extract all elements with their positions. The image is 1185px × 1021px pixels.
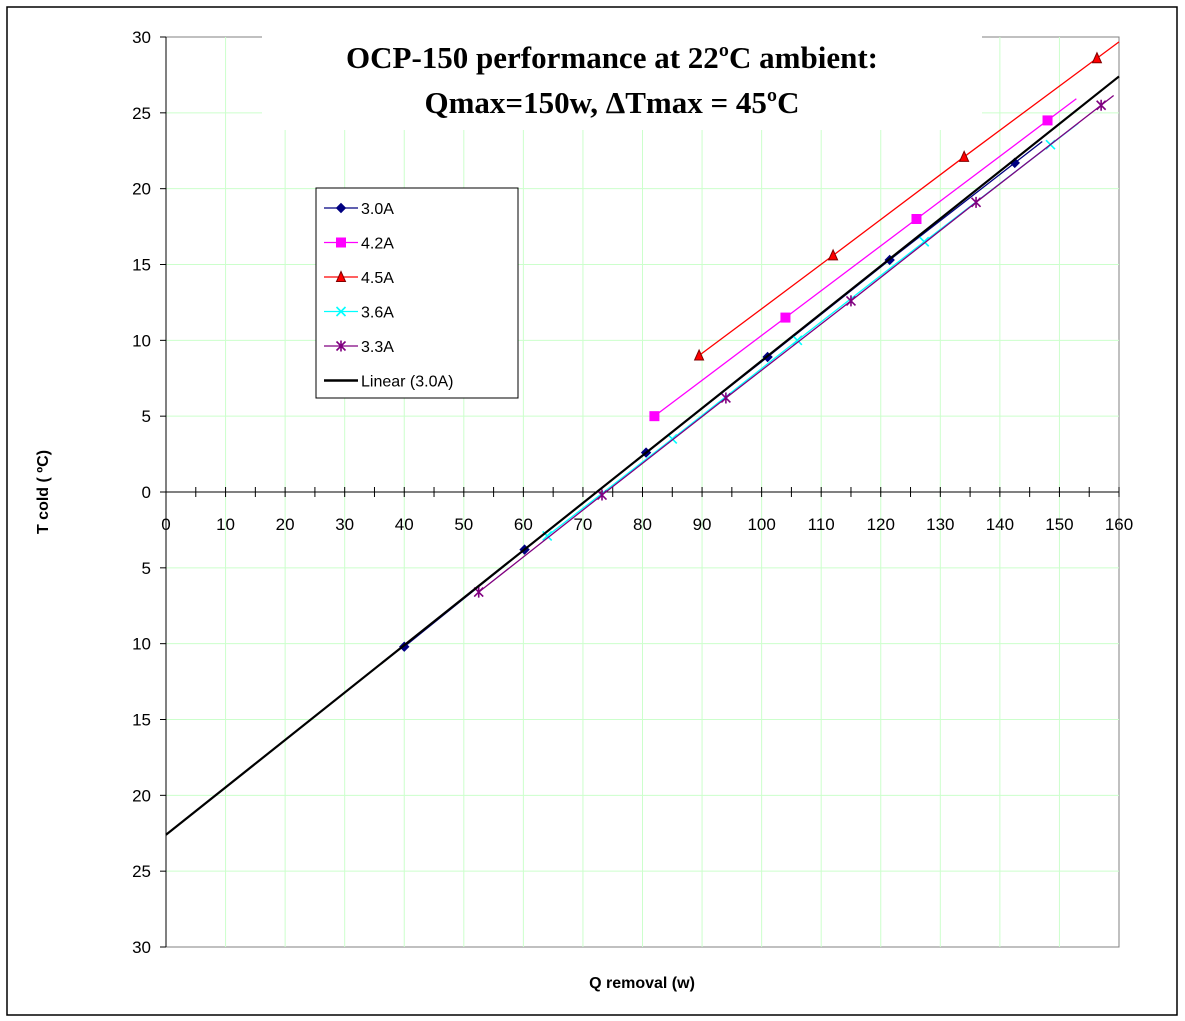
y-tick-label: 20	[132, 786, 151, 805]
legend-items: 3.0A 4.2A 4.5A 3.6A 3.3A Linear (3.0A)	[324, 201, 454, 391]
legend-box	[315, 187, 519, 399]
data-point	[827, 248, 839, 261]
series-layer	[165, 41, 1120, 836]
data-point	[720, 392, 731, 404]
y-tick-label: 25	[132, 862, 151, 881]
legend-item: 4.5A	[324, 270, 394, 287]
axes: 0 10 20 30 40 50 60 70 80 90 100 110 120 130 140 150 160…	[132, 28, 1133, 957]
legend-label: 3.6A	[361, 305, 394, 322]
x-tick-label: 90	[693, 515, 712, 534]
x-tick-label: 160	[1105, 515, 1133, 534]
data-point	[792, 335, 803, 346]
chart-title-line2: Qmax=150w, ΔTmax = 45ºC	[425, 85, 800, 120]
x-tick-label: 110	[808, 515, 835, 534]
x-tick-label: 140	[986, 515, 1014, 534]
chart-title-line1: OCP-150 performance at 22ºC ambient:	[346, 40, 878, 75]
x-tick-label: 20	[276, 515, 295, 534]
data-point	[596, 489, 608, 501]
legend-item: 3.6A	[324, 305, 394, 322]
legend-label: 4.2A	[361, 236, 394, 253]
x-tick-label: 70	[573, 515, 592, 534]
data-point	[335, 340, 347, 352]
legend-label: 3.0A	[361, 201, 394, 218]
data-point	[970, 196, 982, 208]
data-point	[335, 270, 347, 282]
data-point	[958, 150, 970, 162]
legend-label: Linear (3.0A)	[361, 374, 454, 391]
y-tick-label: 30	[132, 28, 151, 47]
legend-label: 3.3A	[361, 339, 394, 356]
y-tick-label: 10	[132, 635, 151, 654]
data-point	[335, 202, 347, 214]
x-tick-label: 120	[867, 515, 895, 534]
x-tick-label: 80	[633, 515, 652, 534]
data-point	[780, 312, 791, 323]
title-background	[262, 32, 982, 130]
data-point	[335, 306, 347, 317]
x-tick-label: 100	[747, 515, 775, 534]
y-tick-label: 30	[132, 938, 151, 957]
data-point	[911, 214, 922, 224]
data-point	[336, 237, 346, 248]
data-point	[693, 348, 705, 361]
x-tick-label: 30	[335, 515, 354, 534]
legend-label: 4.5A	[361, 270, 394, 287]
y-tick-label: 20	[132, 180, 151, 199]
data-point	[1042, 115, 1053, 126]
y-axis-title: T cold ( ºC)	[35, 450, 52, 534]
y-tick-label: 15	[132, 711, 151, 730]
legend-item: 4.2A	[324, 236, 394, 253]
legend: 3.0A 4.2A 4.5A 3.6A 3.3A Linear (3.0A)	[315, 187, 519, 399]
trendline	[165, 75, 1120, 836]
y-tick-label: 10	[132, 331, 151, 350]
y-tick-label: 5	[142, 407, 151, 426]
series-4-5a	[693, 41, 1120, 361]
y-tick-label: 0	[142, 483, 151, 502]
y-tick-label: 5	[142, 559, 151, 578]
legend-item: 3.3A	[324, 339, 394, 356]
x-tick-label: 10	[216, 515, 235, 534]
x-tick-label: 40	[395, 515, 414, 534]
series-4-2a	[649, 98, 1077, 422]
data-point	[1096, 99, 1107, 111]
data-point	[845, 295, 857, 307]
x-axis-title: Q removal (w)	[589, 975, 695, 992]
x-tick-label: 50	[454, 515, 473, 534]
data-point	[1091, 51, 1103, 64]
legend-item: 3.0A	[324, 201, 394, 218]
legend-item: Linear (3.0A)	[324, 374, 454, 391]
series-3-3a	[473, 95, 1115, 598]
x-tick-label: 130	[926, 515, 954, 534]
data-point	[649, 411, 660, 422]
y-tick-label: 15	[132, 256, 151, 275]
x-tick-label: 150	[1045, 515, 1073, 534]
y-tick-label: 25	[132, 104, 151, 123]
x-tick-label: 60	[514, 515, 533, 534]
